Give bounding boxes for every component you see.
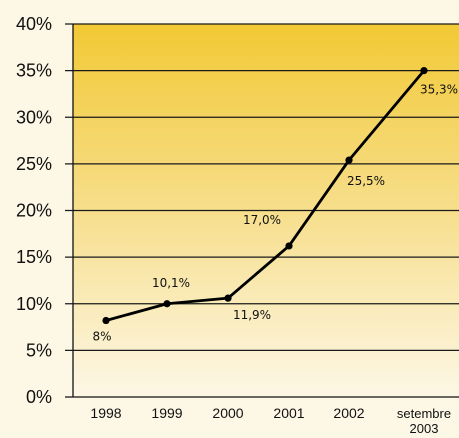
y-tick-label: 35% <box>16 61 52 81</box>
series-line <box>105 69 426 322</box>
data-point <box>102 316 110 325</box>
series-layer <box>102 67 428 325</box>
x-tick-label: 2002 <box>333 405 364 421</box>
y-tick-label: 30% <box>16 107 52 127</box>
data-label: 8% <box>92 330 111 344</box>
y-tick-label: 0% <box>26 387 52 407</box>
data-point <box>345 156 353 164</box>
x-tick-label: 1999 <box>151 405 182 421</box>
data-label: 25,5% <box>347 174 385 188</box>
x-tick-label: 1998 <box>90 405 121 421</box>
data-label: 10,1% <box>152 276 190 290</box>
data-label: 35,3% <box>420 83 458 97</box>
data-point <box>420 67 428 75</box>
data-labels: 8% 10,1% 11,9% 17,0% 25,5% 35,3% <box>92 83 458 344</box>
data-label: 17,0% <box>243 213 281 227</box>
y-tick-label: 25% <box>16 154 52 174</box>
data-label: 11,9% <box>233 308 271 322</box>
y-tick-label: 5% <box>26 340 52 360</box>
grid-lines <box>65 23 459 352</box>
data-point <box>224 294 232 302</box>
x-tick-label: 2001 <box>273 405 304 421</box>
x-tick-label: setembre <box>397 406 451 421</box>
x-tick-label: 2000 <box>212 405 243 421</box>
y-tick-label: 40% <box>16 14 52 34</box>
data-point <box>163 300 171 308</box>
axes <box>65 24 459 398</box>
y-tick-label: 15% <box>16 247 52 267</box>
y-tick-label: 20% <box>16 201 52 221</box>
y-tick-label: 10% <box>16 294 52 314</box>
tick-labels: 0% 5% 10% 15% 20% 25% 30% 35% 40% 1998 1999 2000 200… <box>16 14 451 436</box>
data-point <box>285 242 293 250</box>
x-tick-label: 2003 <box>410 421 439 436</box>
